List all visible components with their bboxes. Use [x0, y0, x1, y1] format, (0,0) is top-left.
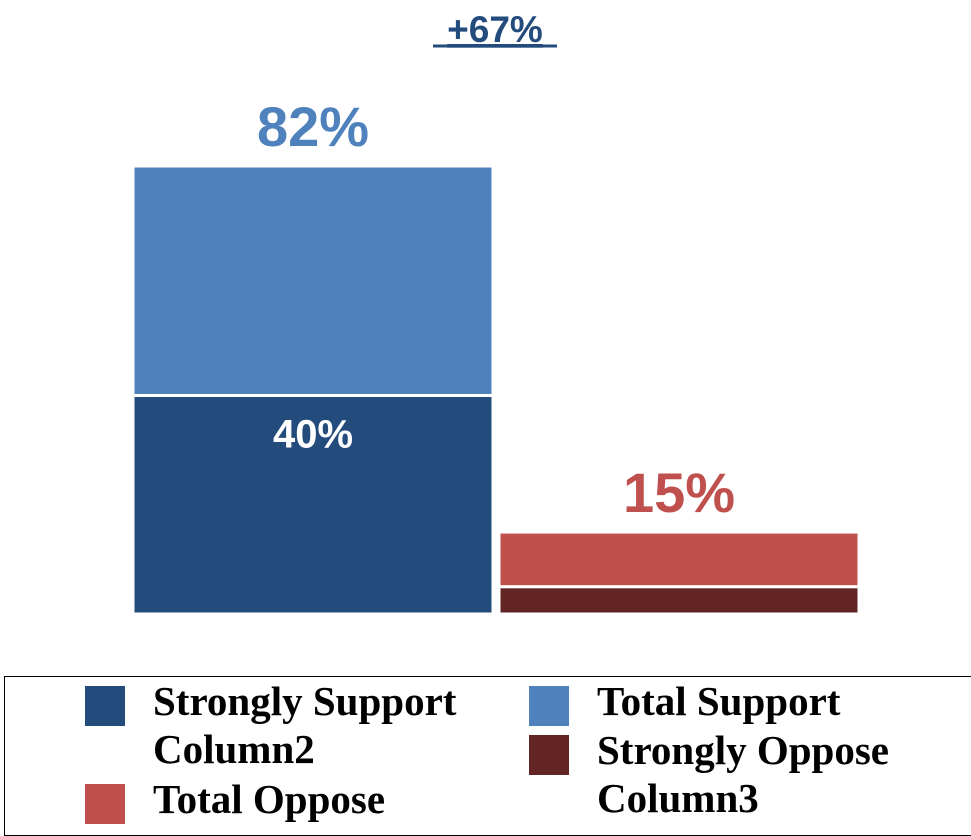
- data-label: 15%: [623, 461, 735, 524]
- bar-segment-strongly-support: [131, 393, 495, 616]
- legend: Strongly Support Column2 Total Support T…: [4, 676, 971, 836]
- legend-swatch: [529, 735, 569, 775]
- chart-title: +67%: [447, 9, 543, 50]
- legend-label: Total Support: [597, 678, 841, 724]
- bar-segment-strongly-oppose: [497, 585, 861, 616]
- legend-item-strongly-oppose: Strongly Oppose Column3: [529, 726, 889, 822]
- bar-segment-total-oppose: [497, 530, 861, 589]
- legend-swatch: [85, 686, 125, 726]
- legend-swatch: [529, 686, 569, 726]
- bar-segment-total-support: [131, 164, 495, 397]
- legend-item-strongly-support: Strongly Support Column2: [85, 677, 456, 773]
- data-label: 40%: [273, 412, 353, 456]
- legend-swatch: [85, 784, 125, 824]
- legend-label: Strongly Oppose Column3: [597, 727, 890, 821]
- data-label: 82%: [257, 95, 369, 158]
- stacked-bar-chart: +67% 82% 40% 15%: [131, 9, 861, 616]
- legend-label: Total Oppose: [153, 776, 386, 822]
- legend-label: Strongly Support Column2: [153, 678, 457, 772]
- legend-item-total-support: Total Support: [529, 677, 840, 726]
- legend-item-total-oppose: Total Oppose: [85, 775, 385, 824]
